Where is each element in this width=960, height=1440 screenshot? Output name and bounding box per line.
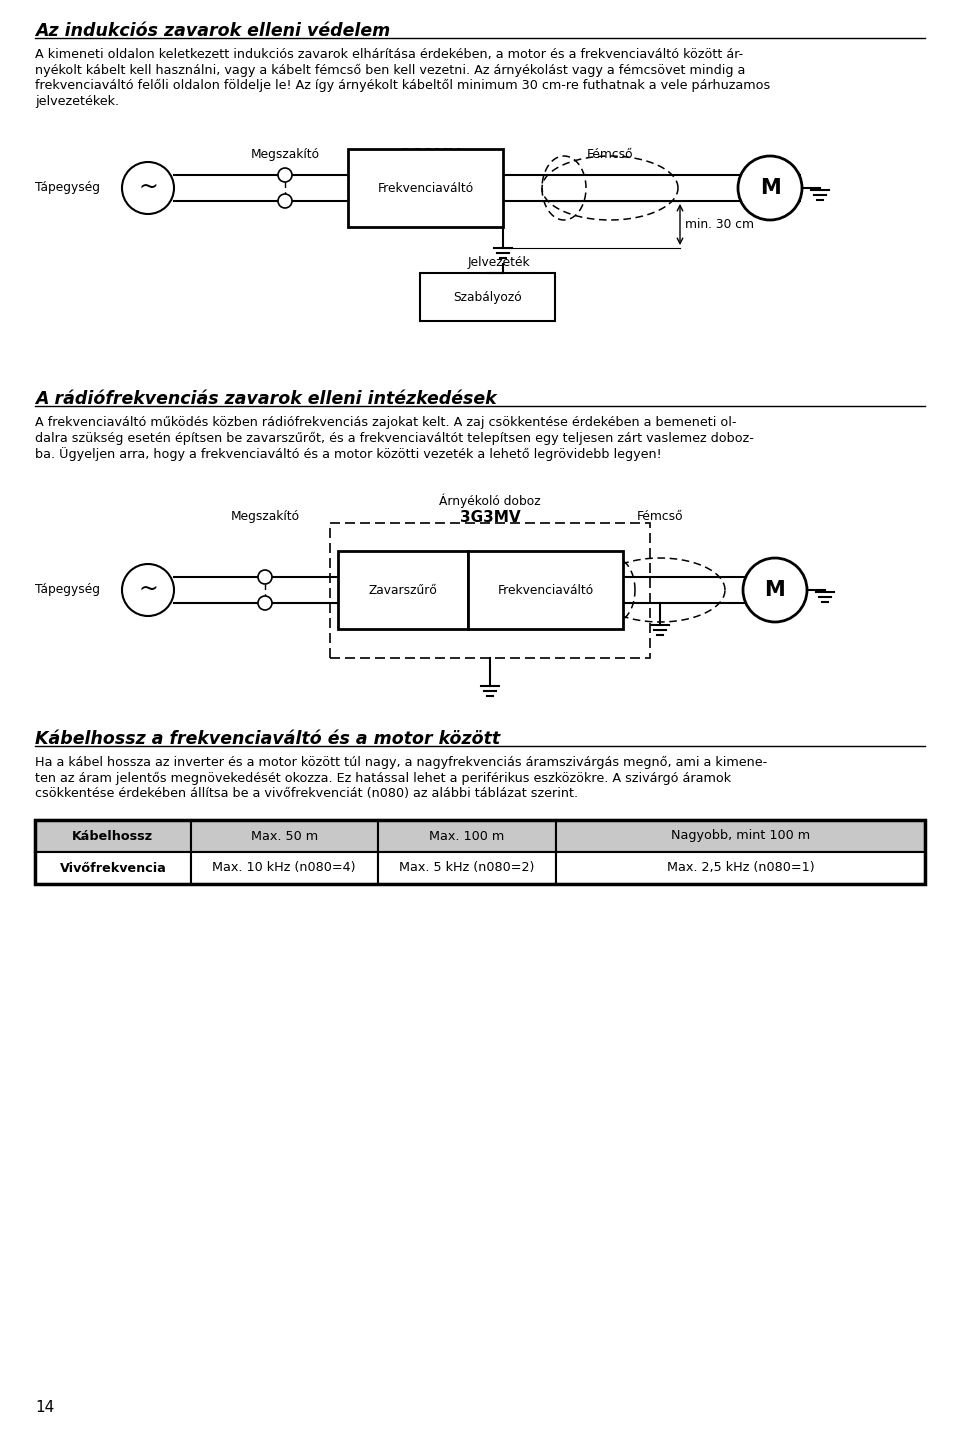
Text: nyékolt kábelt kell használni, vagy a kábelt fémcső ben kell vezetni. Az árnyéko: nyékolt kábelt kell használni, vagy a ká…	[35, 63, 745, 76]
Text: ten az áram jelentős megnövekedését okozza. Ez hatással lehet a periférikus eszk: ten az áram jelentős megnövekedését okoz…	[35, 772, 732, 785]
Text: Megszakító: Megszakító	[230, 510, 300, 523]
Text: A rádiófrekvenciás zavarok elleni intézkedések: A rádiófrekvenciás zavarok elleni intézk…	[35, 390, 496, 408]
Text: Tápegység: Tápegység	[35, 583, 100, 596]
Text: ba. Ügyeljen arra, hogy a frekvenciaváltó és a motor közötti vezeték a lehető le: ba. Ügyeljen arra, hogy a frekvenciavált…	[35, 446, 661, 461]
Text: Kábelhossz: Kábelhossz	[72, 829, 154, 842]
Text: Ha a kábel hossza az inverter és a motor között túl nagy, a nagyfrekvenciás áram: Ha a kábel hossza az inverter és a motor…	[35, 756, 767, 769]
Bar	[556, 852, 925, 884]
Text: jelvezetékek.: jelvezetékek.	[35, 95, 119, 108]
Text: Fémcső: Fémcső	[636, 510, 684, 523]
Text: Frekvenciaváltó: Frekvenciaváltó	[377, 181, 473, 194]
Text: Max. 10 kHz (n080=4): Max. 10 kHz (n080=4)	[212, 861, 356, 874]
Text: Zavarszűrő: Zavarszűrő	[369, 583, 438, 596]
Bar	[35, 852, 191, 884]
Text: Fémcső: Fémcső	[587, 148, 634, 161]
Text: min. 30 cm: min. 30 cm	[685, 217, 754, 230]
Text: A frekvenciaváltó működés közben rádiófrekvenciás zajokat kelt. A zaj csökkentés: A frekvenciaváltó működés közben rádiófr…	[35, 416, 736, 429]
Bar	[330, 523, 650, 658]
Bar	[35, 819, 925, 884]
Circle shape	[258, 596, 272, 611]
Bar	[191, 852, 377, 884]
Bar	[556, 819, 925, 852]
Text: Kábelhossz a frekvenciaváltó és a motor között: Kábelhossz a frekvenciaváltó és a motor …	[35, 730, 500, 747]
Bar	[338, 552, 468, 629]
Text: 3G3MV: 3G3MV	[399, 148, 460, 163]
Text: Árnyékoló doboz: Árnyékoló doboz	[439, 492, 540, 507]
Circle shape	[738, 156, 802, 220]
Text: Max. 2,5 kHz (n080=1): Max. 2,5 kHz (n080=1)	[666, 861, 814, 874]
Bar	[420, 274, 555, 321]
Text: Szabályozó: Szabályozó	[453, 291, 522, 304]
Text: frekvenciaváltó felőli oldalon földelje le! Az így árnyékolt kábeltől minimum 30: frekvenciaváltó felőli oldalon földelje …	[35, 79, 770, 92]
Text: Megszakító: Megszakító	[251, 148, 320, 161]
Text: Vivőfrekvencia: Vivőfrekvencia	[60, 861, 166, 874]
Text: Nagyobb, mint 100 m: Nagyobb, mint 100 m	[671, 829, 810, 842]
Text: Max. 100 m: Max. 100 m	[429, 829, 504, 842]
Bar	[377, 852, 556, 884]
Text: csökkentése érdekében állítsa be a vivőfrekvenciát (n080) az alábbi táblázat sze: csökkentése érdekében állítsa be a vivőf…	[35, 788, 578, 801]
Circle shape	[122, 564, 174, 616]
Text: A kimeneti oldalon keletkezett indukciós zavarok elhárítása érdekében, a motor é: A kimeneti oldalon keletkezett indukciós…	[35, 48, 743, 60]
Text: Jelvezeték: Jelvezeték	[468, 256, 531, 269]
Bar	[468, 552, 623, 629]
Text: Az indukciós zavarok elleni védelem: Az indukciós zavarok elleni védelem	[35, 22, 391, 40]
Text: 3G3MV: 3G3MV	[460, 510, 520, 526]
Text: Max. 50 m: Max. 50 m	[251, 829, 318, 842]
Text: M: M	[759, 179, 780, 197]
Circle shape	[258, 570, 272, 585]
Circle shape	[278, 168, 292, 181]
Circle shape	[278, 194, 292, 207]
Text: 14: 14	[35, 1400, 55, 1416]
Text: M: M	[764, 580, 785, 600]
Bar	[377, 819, 556, 852]
Bar	[348, 148, 503, 228]
Circle shape	[122, 161, 174, 215]
Text: Frekvenciaváltó: Frekvenciaváltó	[497, 583, 593, 596]
Text: ~: ~	[138, 577, 158, 600]
Bar	[191, 819, 377, 852]
Bar	[35, 819, 191, 852]
Circle shape	[743, 557, 807, 622]
Text: Max. 5 kHz (n080=2): Max. 5 kHz (n080=2)	[399, 861, 535, 874]
Text: Tápegység: Tápegység	[35, 181, 100, 194]
Text: ~: ~	[138, 176, 158, 199]
Text: dalra szükség esetén építsen be zavarszűrőt, és a frekvenciaváltót telepítsen eg: dalra szükség esetén építsen be zavarszű…	[35, 432, 754, 445]
